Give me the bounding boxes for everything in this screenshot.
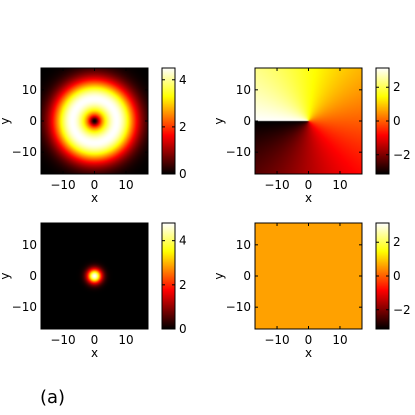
x-tick-label: 0 [91,333,99,347]
x-tick-label: 10 [332,178,347,192]
x-tick-label: 0 [305,333,313,347]
heatmap-image [41,68,148,174]
panel-1: −10 0 10 10 0 −10 x y 0 2 4 [0,67,187,205]
colorbar-tick-label: 2 [393,235,401,249]
colorbar-gradient [162,223,175,329]
colorbar-tick-label: 4 [179,234,187,248]
y-axis-label: y [212,117,226,124]
y-tick-label: −10 [226,300,251,314]
y-tick-label: 10 [22,83,37,97]
heatmap-image [41,223,148,329]
colorbar-tick-label: 0 [393,269,401,283]
x-tick-label: 10 [118,333,133,347]
y-tick-label: 0 [243,269,251,283]
colorbar: −2 0 2 [375,67,411,175]
y-tick-label: −10 [226,145,251,159]
x-axis-label: x [305,346,312,360]
y-tick-label: −10 [12,145,37,159]
colorbar-frame [161,67,176,175]
colorbar-gradient [376,223,389,329]
y-axis-label: y [212,272,226,279]
y-tick-label: 0 [29,269,37,283]
colorbar-tick-label: 0 [179,167,187,181]
y-tick-label: 10 [22,238,37,252]
y-tick-label: −10 [12,300,37,314]
x-tick-label: 0 [305,178,313,192]
y-tick-label: 0 [243,114,251,128]
y-tick-label: 10 [236,238,251,252]
x-tick-label: −10 [50,333,75,347]
panel-3: −10 0 10 10 0 −10 x y 0 2 4 [0,222,187,360]
x-tick-label: 10 [118,178,133,192]
x-axis-label: x [91,191,98,205]
panel-4: −10 0 10 10 0 −10 x y −2 0 2 [212,222,411,360]
x-tick-label: −10 [264,178,289,192]
colorbar: 0 2 4 [161,222,187,336]
panel-grid: −10 0 10 10 0 −10 x y 0 2 4 −10 0 10 10 0 −10 x y −2 0 2 −10 0 1… [0,67,411,360]
colorbar-gradient [162,68,175,174]
colorbar-gradient [376,68,389,174]
colorbar-tick-label: 0 [393,114,401,128]
x-tick-label: 10 [332,333,347,347]
colorbar-tick-label: 2 [179,120,187,134]
x-tick-label: −10 [50,178,75,192]
colorbar-tick-label: 4 [179,73,187,87]
x-tick-label: −10 [264,333,289,347]
x-axis-label: x [305,191,312,205]
colorbar-tick-label: 0 [179,322,187,336]
colorbar-tick-label: 2 [393,80,401,94]
x-tick-label: 0 [91,178,99,192]
colorbar: −2 0 2 [375,222,411,330]
heatmap-image [255,223,362,329]
x-axis-label: x [91,346,98,360]
figure-caption: (a) [40,387,65,408]
colorbar-tick-label: 2 [179,278,187,292]
colorbar-frame [161,222,176,330]
heatmap-image [255,68,362,174]
panel-2: −10 0 10 10 0 −10 x y −2 0 2 [212,67,411,205]
y-tick-label: 10 [236,83,251,97]
colorbar-tick-label: −2 [393,303,411,317]
colorbar: 0 2 4 [161,67,187,181]
y-axis-label: y [0,272,12,279]
colorbar-tick-label: −2 [393,148,411,162]
y-axis-label: y [0,117,12,124]
y-tick-label: 0 [29,114,37,128]
